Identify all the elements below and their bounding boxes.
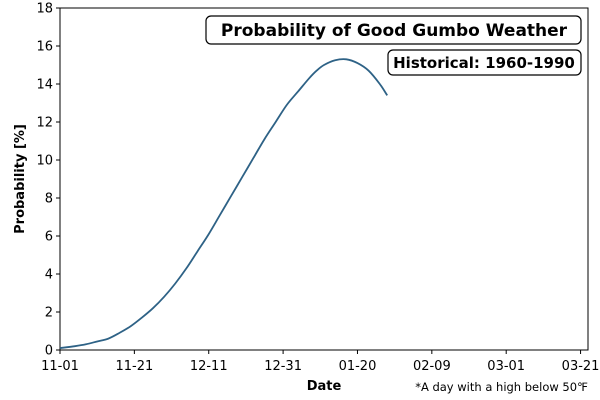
y-tick-label: 18: [36, 2, 53, 17]
x-axis: 11-01 11-21 12-11 12-31 01-20 02-09 03-01 03-21: [41, 350, 599, 374]
x-tick-label: 03-01: [487, 359, 525, 374]
chart-subtitle: Historical: 1960-1990: [393, 54, 575, 72]
y-tick-label: 14: [36, 78, 53, 93]
x-tick-label: 11-01: [41, 359, 79, 374]
y-tick-label: 0: [45, 344, 53, 359]
x-tick-label: 12-11: [190, 359, 228, 374]
y-axis-label: Probability [%]: [13, 124, 28, 234]
x-tick-label: 01-20: [339, 359, 377, 374]
subtitle-box: [387, 49, 582, 76]
y-tick-label: 8: [45, 192, 53, 207]
plot-area-frame: [59, 7, 589, 351]
y-axis: 0 2 4 6 8 10 12 14 16 18: [36, 2, 60, 359]
title-box: [205, 15, 582, 45]
y-tick-label: 2: [45, 306, 53, 321]
probability-series-line: [59, 58, 388, 349]
x-tick-label: 11-21: [115, 359, 153, 374]
y-tick-label: 16: [36, 40, 53, 55]
footnote: *A day with a high below 50℉: [415, 380, 588, 394]
y-tick-label: 12: [36, 116, 53, 131]
x-tick-label: 12-31: [264, 359, 302, 374]
x-tick-label: 02-09: [413, 359, 451, 374]
y-tick-label: 6: [45, 230, 53, 245]
x-tick-label: 03-21: [562, 359, 600, 374]
y-tick-label: 4: [45, 268, 53, 283]
x-axis-label: Date: [307, 379, 342, 394]
chart-title: Probability of Good Gumbo Weather: [221, 21, 568, 41]
y-tick-label: 10: [36, 154, 53, 169]
